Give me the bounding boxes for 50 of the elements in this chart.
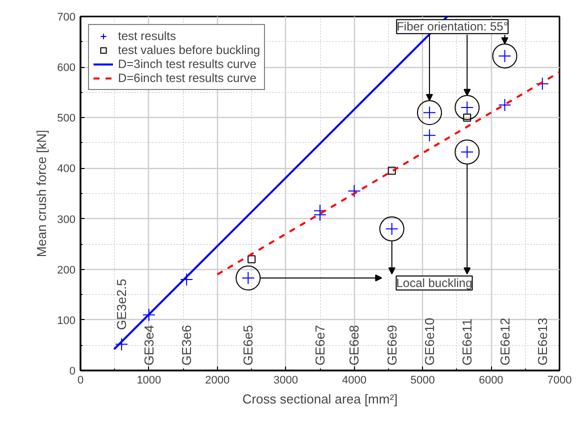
point <box>142 308 156 322</box>
x-tick-label: 1000 <box>136 374 162 386</box>
x-tick-label: 7000 <box>547 374 572 386</box>
annotation: GE6e8 <box>346 324 362 366</box>
y-tick-label: 600 <box>57 62 76 74</box>
legend-label: test values before buckling <box>118 43 260 57</box>
annotation: GE3e2.5 <box>114 278 130 330</box>
annotation: GE6e11 <box>460 318 475 366</box>
legend-label: D=6inch test results curve <box>118 71 256 85</box>
x-tick-label: 6000 <box>478 374 504 386</box>
annotation: GE6e12 <box>497 318 512 366</box>
point <box>492 43 518 68</box>
x-tick-label: 3000 <box>274 374 298 386</box>
y-axis-title: Mean crush force [kN] <box>34 130 50 258</box>
y-tick-label: 200 <box>57 264 76 276</box>
y-tick-label: 0 <box>69 366 76 378</box>
annotation: GE6e7 <box>312 324 328 366</box>
annotation: GE3e6 <box>179 324 194 366</box>
point <box>536 77 549 90</box>
point <box>388 166 396 175</box>
point <box>454 140 480 165</box>
point <box>348 184 361 198</box>
y-tick-label: 700 <box>57 12 76 24</box>
y-tick-label: 300 <box>57 214 76 226</box>
annotation: GE6e9 <box>384 324 400 366</box>
point <box>463 114 472 122</box>
annotation: GE6e5 <box>240 324 256 366</box>
point <box>498 98 512 112</box>
annotation: Local buckling <box>396 276 472 290</box>
point <box>422 128 436 142</box>
point <box>454 95 480 120</box>
annotation: Fiber orientation: 55° <box>396 20 508 34</box>
annotation: GE6e13 <box>534 318 550 366</box>
legend-label: test results <box>118 29 176 43</box>
annotation: GE3e4 <box>141 324 156 366</box>
x-tick-label: 5000 <box>410 374 435 386</box>
point <box>416 100 442 126</box>
x-axis-title: Cross sectional area [mm²] <box>242 392 398 406</box>
point <box>180 272 194 286</box>
annotation: GE6e10 <box>422 318 437 366</box>
x-tick-label: 4000 <box>342 374 366 386</box>
x-tick-label: 0 <box>77 374 84 386</box>
x-tick-label: 2000 <box>205 374 230 386</box>
y-tick-label: 400 <box>57 163 76 176</box>
point <box>248 255 256 264</box>
y-tick-label: 100 <box>57 314 76 327</box>
point <box>115 338 128 351</box>
y-tick-label: 500 <box>57 112 76 125</box>
point <box>379 216 404 242</box>
legend-label: D=3inch test results curve <box>118 57 256 71</box>
